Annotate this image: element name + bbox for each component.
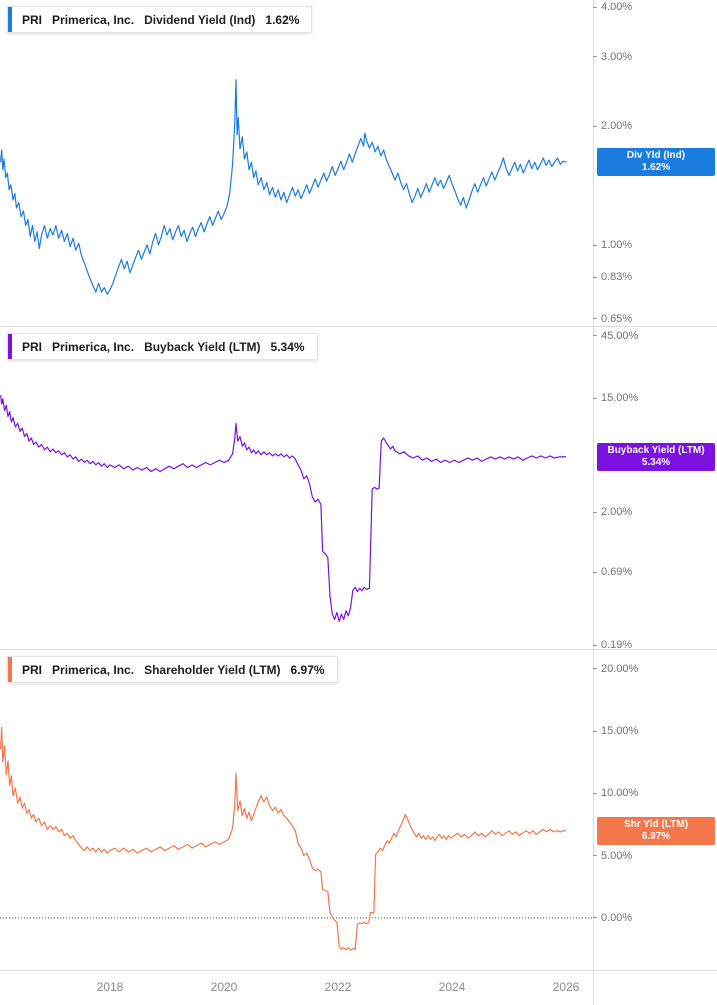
Shr Yld (LTM)-series-line (0, 726, 567, 951)
legend-buyback-yield[interactable]: PRI Primerica, Inc. Buyback Yield (LTM) … (7, 333, 318, 360)
legend-dividend-yield[interactable]: PRI Primerica, Inc. Dividend Yield (Ind)… (7, 6, 313, 33)
y-axis-tick-label: 10.00% (601, 787, 639, 800)
legend-color-bar (8, 334, 12, 359)
y-axis-tick: 0.65% (593, 313, 632, 325)
y-axis-tick: 2.00% (593, 120, 632, 132)
x-axis-year-label: 2018 (96, 980, 124, 994)
x-axis-year-label: 2022 (324, 980, 352, 994)
dividend-yield-line-chart[interactable] (0, 0, 593, 327)
y-axis-tick-label: 0.83% (601, 271, 633, 283)
tick-mark (593, 668, 597, 670)
company-name: Primerica, Inc. (52, 339, 135, 354)
y-axis-tick-label: 1.00% (601, 239, 633, 251)
tick-mark (593, 125, 597, 127)
Buyback Yield (LTM)-series-line (0, 395, 567, 622)
tag-value: 1.62% (641, 162, 671, 174)
tick-mark (593, 792, 597, 794)
tag-value: 6.97% (641, 831, 671, 843)
y-axis-tick-label: 45.00% (601, 329, 639, 342)
last-value-tag-shareholder: Shr Yld (LTM) 6.97% (597, 817, 715, 846)
panel-shareholder-yield: PRI Primerica, Inc. Shareholder Yield (L… (0, 650, 717, 970)
x-axis-year-label: 2020 (210, 980, 238, 994)
y-axis-tick-label: 15.00% (601, 392, 639, 404)
tick-mark (593, 644, 597, 646)
tag-label: Shr Yld (LTM) (623, 819, 689, 831)
y-axis-tick-label: 0.19% (601, 639, 633, 652)
y-axis-tick-label: 20.00% (601, 662, 639, 675)
tick-mark (593, 56, 597, 57)
y-axis-tick-label: 3.00% (601, 50, 633, 63)
x-axis-year-label: 2024 (438, 980, 466, 994)
last-value-tag-dividend: Div Yld (Ind) 1.62% (597, 148, 715, 177)
y-axis-tick: 1.00% (593, 239, 632, 251)
buyback-yield-line-chart[interactable] (0, 327, 593, 650)
x-axis[interactable]: 2018 2020 2022 2024 2026 (0, 970, 717, 1005)
y-axis-tick-label: 4.00% (601, 1, 633, 14)
y-axis-tick-label: 0.00% (601, 911, 633, 924)
tick-mark (593, 397, 597, 399)
metric-value: 1.62% (265, 12, 300, 27)
metric-name: Buyback Yield (LTM) (144, 339, 261, 354)
ticker-symbol: PRI (22, 12, 43, 27)
tick-mark (593, 511, 597, 513)
ticker-symbol: PRI (22, 662, 43, 677)
y-axis-tick-label: 2.00% (601, 120, 633, 133)
tick-mark (593, 855, 597, 857)
y-axis-tick: 10.00% (593, 787, 638, 799)
tag-value: 5.34% (641, 456, 671, 468)
y-axis-tick: 0.69% (593, 566, 632, 578)
legend-shareholder-yield[interactable]: PRI Primerica, Inc. Shareholder Yield (L… (7, 656, 338, 683)
last-value-tag-buyback: Buyback Yield (LTM) 5.34% (597, 442, 715, 471)
y-axis-tick-label: 0.65% (601, 312, 633, 325)
ticker-symbol: PRI (22, 339, 43, 354)
y-axis-tick-label: 2.00% (601, 506, 633, 519)
Div Yld (Ind)-series-line (0, 79, 567, 295)
y-axis-tick-label: 15.00% (601, 725, 639, 737)
panel-dividend-yield: PRI Primerica, Inc. Dividend Yield (Ind)… (0, 0, 717, 327)
tag-label: Buyback Yield (LTM) (607, 444, 705, 456)
company-name: Primerica, Inc. (52, 12, 135, 27)
metric-value: 5.34% (270, 339, 305, 354)
legend-color-bar (8, 7, 12, 32)
y-axis-tick: 15.00% (593, 392, 638, 404)
y-axis-tick-label: 0.69% (601, 566, 633, 579)
shareholder-yield-line-chart[interactable] (0, 650, 593, 970)
metric-name: Dividend Yield (Ind) (144, 12, 256, 27)
y-axis-tick: 0.83% (593, 271, 632, 283)
tag-label: Div Yld (Ind) (626, 150, 686, 162)
y-axis-tick: 4.00% (593, 1, 632, 13)
panel-buyback-yield: PRI Primerica, Inc. Buyback Yield (LTM) … (0, 327, 717, 651)
tick-mark (593, 917, 597, 919)
tick-mark (593, 6, 597, 8)
company-name: Primerica, Inc. (52, 662, 135, 677)
y-axis-tick: 45.00% (593, 330, 638, 342)
y-axis-tick-label: 5.00% (601, 849, 633, 862)
tick-mark (593, 276, 597, 278)
x-axis-year-label: 2026 (552, 980, 580, 994)
y-axis-tick: 3.00% (593, 51, 632, 63)
tick-mark (593, 571, 597, 573)
tick-mark (593, 244, 597, 246)
metric-value: 6.97% (290, 662, 325, 677)
y-axis-tick: 0.19% (593, 639, 632, 651)
metric-name: Shareholder Yield (LTM) (144, 662, 281, 677)
y-axis-tick: 20.00% (593, 663, 638, 675)
tick-mark (593, 335, 597, 337)
y-axis-tick: 15.00% (593, 725, 638, 737)
tick-mark (593, 730, 597, 732)
y-axis-tick: 2.00% (593, 506, 632, 518)
tick-mark (593, 318, 597, 320)
legend-color-bar (8, 657, 12, 682)
price-axis-divider[interactable] (593, 0, 594, 1005)
y-axis-tick: 0.00% (593, 912, 632, 924)
y-axis-tick: 5.00% (593, 850, 632, 862)
